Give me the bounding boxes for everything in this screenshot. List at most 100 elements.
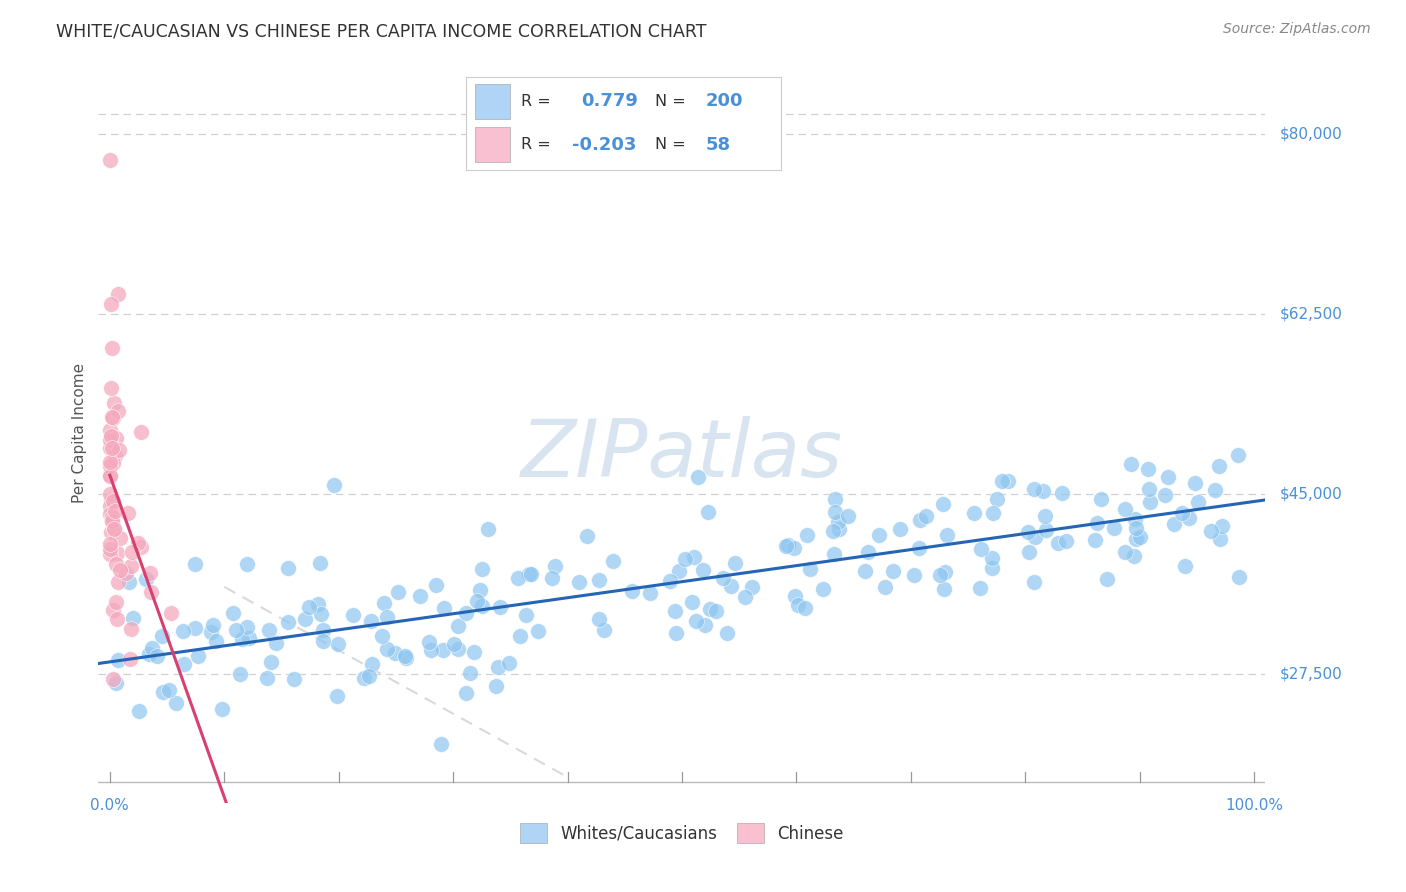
Point <box>969 581 991 595</box>
Point <box>277 615 299 629</box>
Point <box>454 686 477 700</box>
Point <box>658 574 681 589</box>
Point <box>98 542 121 557</box>
Point <box>101 441 124 455</box>
Point <box>103 673 125 687</box>
Point <box>236 557 259 571</box>
Point <box>105 595 128 609</box>
Point <box>238 631 260 645</box>
Point <box>936 528 959 542</box>
Point <box>486 659 509 673</box>
Point <box>308 556 330 570</box>
Point <box>1090 491 1112 506</box>
Point <box>489 600 512 615</box>
Point <box>98 507 121 521</box>
Point <box>160 606 183 620</box>
Point <box>543 558 565 573</box>
Point <box>129 425 152 440</box>
Point <box>889 522 911 536</box>
Point <box>172 624 194 638</box>
Point <box>1047 535 1070 549</box>
Point <box>734 590 756 604</box>
Point <box>1017 524 1039 539</box>
Point <box>294 612 316 626</box>
Point <box>108 563 131 577</box>
Point <box>724 556 747 570</box>
Point <box>312 633 335 648</box>
Point <box>1177 510 1199 524</box>
Point <box>100 524 122 539</box>
Point <box>471 599 494 613</box>
Point <box>588 574 610 588</box>
Point <box>277 561 299 575</box>
Point <box>107 443 129 458</box>
Point <box>100 493 122 508</box>
Point <box>264 636 287 650</box>
Point <box>468 583 491 598</box>
Point <box>298 599 321 614</box>
Point <box>1226 449 1249 463</box>
Point <box>152 684 174 698</box>
Point <box>202 617 225 632</box>
Point <box>173 657 195 671</box>
Point <box>211 701 233 715</box>
Point <box>1163 516 1185 531</box>
Point <box>107 574 129 589</box>
Point <box>799 562 821 576</box>
Point <box>997 475 1019 489</box>
Point <box>98 458 121 473</box>
Point <box>541 571 564 585</box>
Point <box>375 610 398 624</box>
Point <box>1137 461 1160 475</box>
Point <box>980 551 1002 566</box>
Point <box>485 679 508 693</box>
Point <box>668 564 690 578</box>
Point <box>205 634 228 648</box>
Point <box>934 566 956 580</box>
Point <box>353 671 375 685</box>
Point <box>932 582 955 596</box>
Point <box>98 442 121 456</box>
Point <box>259 623 281 637</box>
Point <box>1114 544 1136 558</box>
Point <box>1157 470 1180 484</box>
Point <box>1208 458 1230 473</box>
Point <box>260 655 283 669</box>
Legend: Whites/Caucasians, Chinese: Whites/Caucasians, Chinese <box>513 816 851 850</box>
Point <box>471 562 494 576</box>
Point <box>98 153 121 168</box>
Point <box>776 538 799 552</box>
Point <box>823 524 845 538</box>
Point <box>104 449 127 463</box>
Point <box>915 508 938 523</box>
Text: WHITE/CAUCASIAN VS CHINESE PER CAPITA INCOME CORRELATION CHART: WHITE/CAUCASIAN VS CHINESE PER CAPITA IN… <box>56 22 707 40</box>
Point <box>395 651 418 665</box>
Point <box>824 505 846 519</box>
Point <box>187 648 209 663</box>
Point <box>1102 521 1125 535</box>
Point <box>868 528 890 542</box>
Point <box>127 536 149 550</box>
Point <box>783 541 806 556</box>
Point <box>665 626 688 640</box>
Point <box>307 598 329 612</box>
Point <box>375 642 398 657</box>
Point <box>716 626 738 640</box>
Point <box>101 510 124 524</box>
Y-axis label: Per Capita Income: Per Capita Income <box>72 362 87 503</box>
Point <box>101 514 124 528</box>
Point <box>1084 533 1107 548</box>
Point <box>433 600 456 615</box>
Point <box>101 410 124 425</box>
Point <box>228 666 250 681</box>
Point <box>853 564 876 578</box>
Point <box>326 689 349 703</box>
Point <box>696 505 718 519</box>
Point <box>420 643 443 657</box>
Point <box>128 704 150 718</box>
Point <box>568 574 591 589</box>
Point <box>357 669 380 683</box>
Point <box>1024 530 1046 544</box>
Point <box>681 594 703 608</box>
Point <box>200 624 222 639</box>
